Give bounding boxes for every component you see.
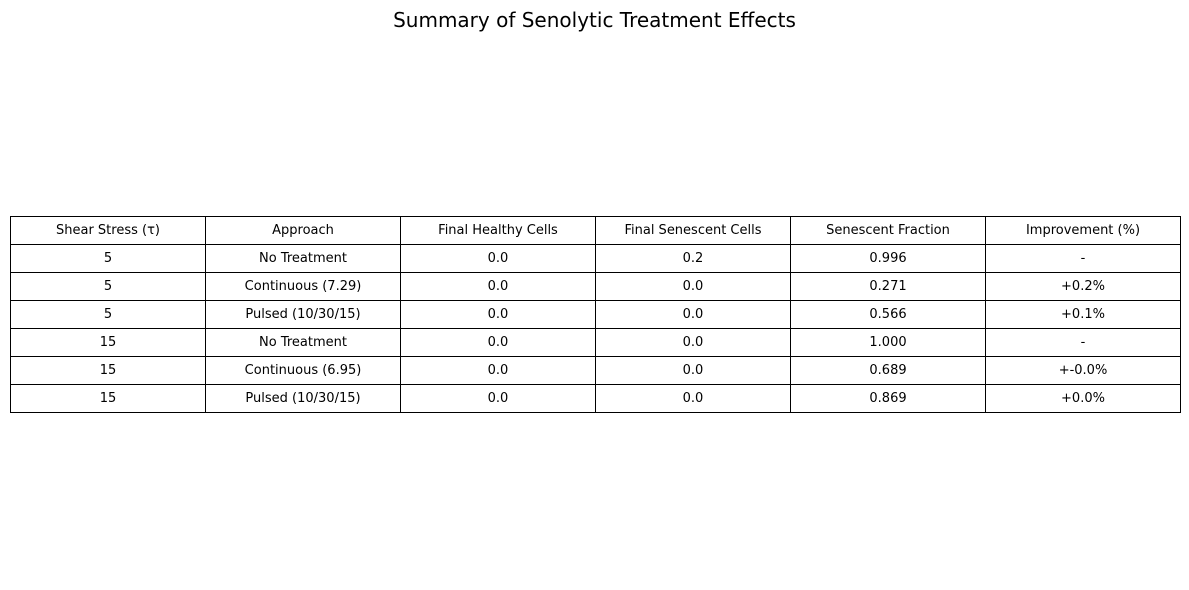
table-cell: No Treatment <box>205 244 401 273</box>
table-cell: 5 <box>10 300 206 329</box>
table-cell: 0.2 <box>595 244 791 273</box>
summary-table: Shear Stress (τ) Approach Final Healthy … <box>10 216 1181 413</box>
table-cell: 15 <box>10 356 206 385</box>
table-cell: 0.996 <box>790 244 986 273</box>
table-row: 15 Pulsed (10/30/15) 0.0 0.0 0.869 +0.0% <box>10 384 1181 413</box>
table-cell: - <box>985 328 1181 357</box>
table-cell: 0.0 <box>595 328 791 357</box>
table-cell: 5 <box>10 244 206 273</box>
table-cell: +0.1% <box>985 300 1181 329</box>
table-cell: 0.689 <box>790 356 986 385</box>
table-cell: 0.0 <box>595 384 791 413</box>
table-row: 5 No Treatment 0.0 0.2 0.996 - <box>10 244 1181 273</box>
table-cell: 1.000 <box>790 328 986 357</box>
table-body: 5 No Treatment 0.0 0.2 0.996 - 5 Continu… <box>10 244 1181 413</box>
table-cell: 0.0 <box>595 356 791 385</box>
table-cell: 0.0 <box>400 244 596 273</box>
table-cell: 0.0 <box>400 300 596 329</box>
table-header-row: Shear Stress (τ) Approach Final Healthy … <box>10 216 1181 245</box>
table-row: 5 Pulsed (10/30/15) 0.0 0.0 0.566 +0.1% <box>10 300 1181 329</box>
table-cell: +0.0% <box>985 384 1181 413</box>
table-cell: No Treatment <box>205 328 401 357</box>
header-cell-final-healthy-cells: Final Healthy Cells <box>400 216 596 245</box>
table-row: 5 Continuous (7.29) 0.0 0.0 0.271 +0.2% <box>10 272 1181 301</box>
table-cell: Continuous (6.95) <box>205 356 401 385</box>
chart-title: Summary of Senolytic Treatment Effects <box>393 8 796 32</box>
table-cell: +0.2% <box>985 272 1181 301</box>
table-cell: 5 <box>10 272 206 301</box>
table-cell: Pulsed (10/30/15) <box>205 384 401 413</box>
table-cell: 15 <box>10 328 206 357</box>
table-cell: 0.0 <box>400 272 596 301</box>
header-cell-final-senescent-cells: Final Senescent Cells <box>595 216 791 245</box>
header-cell-shear-stress: Shear Stress (τ) <box>10 216 206 245</box>
table-cell: 0.0 <box>400 328 596 357</box>
table-cell: 0.0 <box>400 384 596 413</box>
table-cell: 0.0 <box>595 300 791 329</box>
table-cell: 15 <box>10 384 206 413</box>
table-cell: 0.0 <box>400 356 596 385</box>
table-cell: Pulsed (10/30/15) <box>205 300 401 329</box>
header-cell-improvement: Improvement (%) <box>985 216 1181 245</box>
table-row: 15 No Treatment 0.0 0.0 1.000 - <box>10 328 1181 357</box>
header-cell-approach: Approach <box>205 216 401 245</box>
table-cell: Continuous (7.29) <box>205 272 401 301</box>
table-cell: - <box>985 244 1181 273</box>
table-cell: +-0.0% <box>985 356 1181 385</box>
table-row: 15 Continuous (6.95) 0.0 0.0 0.689 +-0.0… <box>10 356 1181 385</box>
header-cell-senescent-fraction: Senescent Fraction <box>790 216 986 245</box>
table-cell: 0.869 <box>790 384 986 413</box>
table-cell: 0.0 <box>595 272 791 301</box>
table-cell: 0.566 <box>790 300 986 329</box>
table-cell: 0.271 <box>790 272 986 301</box>
